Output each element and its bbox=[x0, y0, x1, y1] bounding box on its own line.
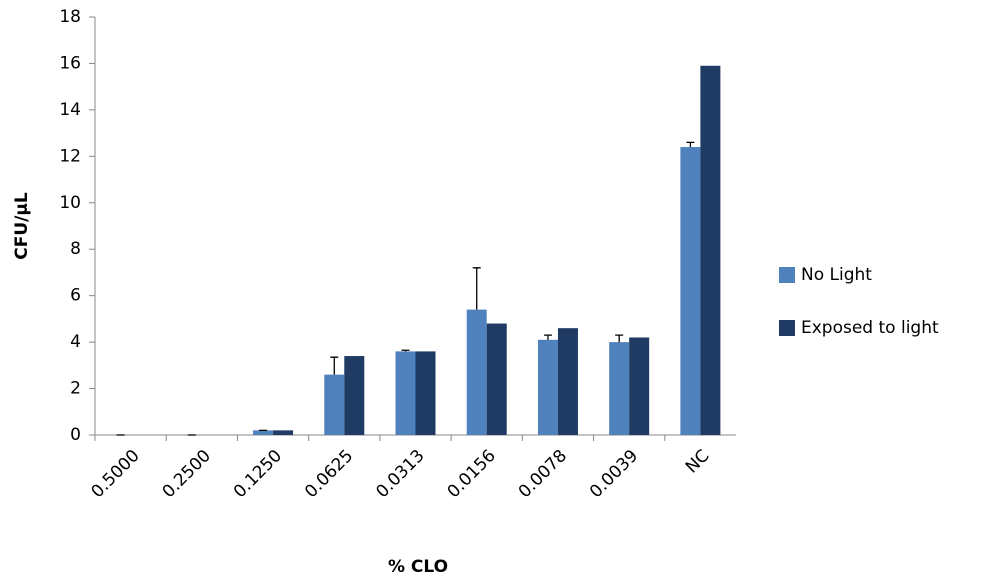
legend-label: Exposed to light bbox=[801, 318, 939, 338]
x-tick-label: 0.0625 bbox=[301, 446, 357, 502]
bar bbox=[609, 342, 630, 435]
y-tick-label: 0 bbox=[70, 425, 81, 445]
legend-swatch bbox=[779, 320, 795, 336]
legend-swatch bbox=[779, 267, 795, 283]
y-tick-label: 12 bbox=[59, 146, 81, 166]
bar bbox=[466, 309, 487, 435]
bar bbox=[700, 65, 721, 436]
bar bbox=[344, 356, 365, 435]
error-bar bbox=[330, 356, 339, 375]
x-tick-label: 0.1250 bbox=[230, 446, 286, 502]
x-tick-label: 0.0156 bbox=[444, 446, 500, 502]
bar bbox=[629, 337, 650, 435]
x-tick-label: 0.0078 bbox=[515, 446, 571, 502]
x-tick-label: 0.2500 bbox=[159, 446, 215, 502]
legend-label: No Light bbox=[801, 265, 872, 285]
y-tick-label: 16 bbox=[59, 53, 81, 73]
bar bbox=[253, 430, 274, 435]
x-tick-label: 0.0313 bbox=[372, 446, 428, 502]
bar bbox=[537, 339, 558, 435]
bar bbox=[415, 351, 436, 435]
x-tick-label: NC bbox=[682, 446, 714, 478]
x-axis-title: % CLO bbox=[388, 557, 448, 577]
error-bar bbox=[615, 334, 624, 343]
error-bar bbox=[686, 141, 695, 148]
y-tick-label: 2 bbox=[70, 379, 81, 399]
x-tick-label: 0.5000 bbox=[87, 446, 143, 502]
y-tick-label: 6 bbox=[70, 286, 81, 306]
x-tick-label: 0.0039 bbox=[586, 446, 642, 502]
bar bbox=[273, 430, 294, 435]
bar bbox=[486, 323, 507, 435]
bar bbox=[395, 351, 416, 435]
error-bar bbox=[543, 334, 552, 340]
bar bbox=[557, 328, 578, 435]
bar bbox=[680, 147, 701, 436]
y-tick-label: 14 bbox=[59, 100, 81, 120]
y-tick-label: 18 bbox=[59, 7, 81, 27]
bar bbox=[324, 374, 345, 435]
y-axis-title: CFU/µL bbox=[12, 192, 32, 260]
y-tick-label: 8 bbox=[70, 239, 81, 259]
y-tick-label: 4 bbox=[70, 332, 81, 352]
error-bar bbox=[472, 267, 481, 310]
y-tick-label: 10 bbox=[59, 193, 81, 213]
error-bar bbox=[401, 349, 410, 352]
